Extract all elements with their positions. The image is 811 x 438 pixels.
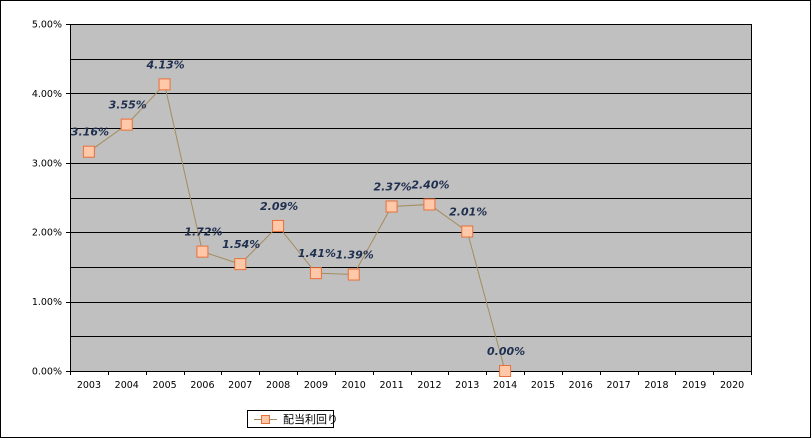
- x-tick-label: 2004: [115, 380, 139, 391]
- y-tick-label: 2.00%: [32, 228, 62, 239]
- data-point-2011: [385, 200, 398, 213]
- data-label-2010: 1.39%: [336, 249, 374, 262]
- x-tick-label: 2018: [644, 380, 668, 391]
- data-point-2012: [423, 198, 436, 211]
- data-point-2004: [120, 118, 133, 131]
- data-labels: 3.16% 3.55% 4.13% 1.72%1.54% 2.09% 1.41% 1.39%…: [71, 58, 525, 358]
- data-point-2008: [272, 219, 285, 232]
- data-label-2009: 1.41%: [298, 247, 336, 260]
- data-point-2006: [196, 245, 209, 258]
- data-label-2006: 1.72%: [184, 226, 222, 239]
- data-label-2005: 4.13%: [145, 58, 184, 71]
- data-point-2010: [347, 268, 360, 281]
- data-point-2009: [309, 267, 322, 280]
- data-label-2013: 2.01%: [449, 206, 487, 219]
- x-tick-label: 2013: [455, 380, 479, 391]
- legend: 配当利回り: [247, 410, 338, 428]
- x-tick-label: 2020: [720, 380, 744, 391]
- data-point-2007: [234, 258, 247, 271]
- series-dividend-yield: [82, 78, 512, 377]
- x-tick-label: 2017: [606, 380, 630, 391]
- y-tick-label: 3.00%: [32, 158, 62, 169]
- x-tick-label: 2012: [417, 380, 441, 391]
- data-point-2003: [82, 145, 95, 158]
- series-line: [88, 83, 506, 372]
- legend-marker-swatch: [261, 415, 270, 424]
- x-tick-label: 2003: [77, 380, 101, 391]
- x-tick-label: 2006: [190, 380, 214, 391]
- data-label-2012: 2.40%: [411, 178, 449, 191]
- data-point-2014: [499, 365, 512, 377]
- x-tick-label: 2008: [266, 380, 290, 391]
- y-tick-label: 1.00%: [32, 297, 62, 308]
- legend-label: 配当利回り: [283, 412, 338, 426]
- x-tick-label: 2019: [682, 380, 706, 391]
- data-label-2004: 3.55%: [109, 99, 147, 112]
- data-label-2014: 0.00%: [487, 345, 525, 358]
- x-tick-label: 2014: [493, 380, 517, 391]
- y-tick-label: 5.00%: [32, 20, 62, 31]
- x-tick-label: 2005: [152, 380, 176, 391]
- y-axis: 0.00% 1.00% 2.00% 3.00% 4.00% 5.00%: [32, 20, 70, 378]
- data-label-2007: 1.54%: [222, 238, 260, 251]
- y-tick-label: 4.00%: [32, 89, 62, 100]
- x-tick-label: 2007: [228, 380, 252, 391]
- x-tick-label: 2009: [304, 380, 328, 391]
- x-tick-label: 2011: [379, 380, 403, 391]
- data-point-2013: [461, 225, 474, 238]
- data-label-2011: 2.37%: [373, 181, 411, 194]
- data-label-2003: 3.16%: [71, 126, 109, 139]
- x-tick-label: 2015: [531, 380, 555, 391]
- x-tick-label: 2010: [342, 380, 366, 391]
- data-label-2008: 2.09%: [260, 200, 298, 213]
- y-tick-label: 0.00%: [32, 367, 62, 378]
- plot-area: [70, 24, 751, 371]
- data-point-2005: [158, 78, 171, 91]
- x-axis: 2003 2004 2005 2006 2007 2008 2009 2010 2011 2012…: [70, 371, 752, 391]
- x-tick-label: 2016: [569, 380, 593, 391]
